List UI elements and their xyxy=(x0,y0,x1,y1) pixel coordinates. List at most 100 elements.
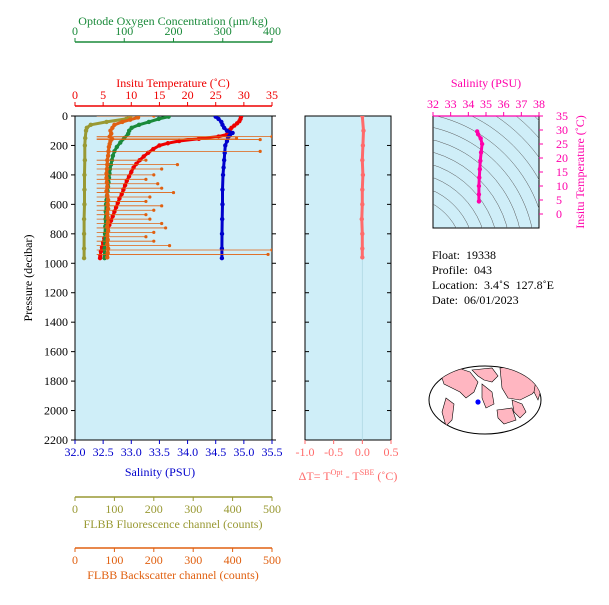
oxy-series-point xyxy=(110,153,116,158)
bb-spike-point xyxy=(144,199,148,204)
temp-series-point xyxy=(129,169,134,175)
sal-tick-label: 32.5 xyxy=(93,445,114,459)
delta-series-point xyxy=(360,187,365,192)
profile-panel: Pressure (decibar)0200400600800100012001… xyxy=(21,14,283,582)
delta-series-group xyxy=(359,116,366,260)
delta-series-point xyxy=(360,172,366,178)
bb-spike-point xyxy=(258,149,262,153)
bb-series-point xyxy=(105,153,111,158)
sal-tick-label: 35.0 xyxy=(233,445,254,459)
delta-xtick-label: 0.5 xyxy=(384,445,399,459)
bb-spike-point xyxy=(144,235,148,239)
bb-spike-point xyxy=(270,135,272,139)
ts-xaxis-label: Salinity (PSU) xyxy=(451,76,521,90)
fl-tick-label: 0 xyxy=(72,502,78,516)
temp-series-point xyxy=(134,161,139,167)
delta-xtick-label: -0.5 xyxy=(324,445,343,459)
ts-yaxis-label: Insitu Temperature (˚C) xyxy=(573,115,587,229)
map-landmass xyxy=(481,383,495,409)
temp-tick-label: 10 xyxy=(125,88,137,102)
bb-spike-point xyxy=(144,177,148,181)
fl-series-point xyxy=(82,143,88,148)
bb-series-point xyxy=(105,184,110,189)
bb-spike-point xyxy=(152,173,156,177)
oxy-series-point xyxy=(114,144,120,150)
oxy-series-point xyxy=(156,116,161,122)
ts-series-point xyxy=(476,199,482,204)
ts-ytick-label: 0 xyxy=(556,207,562,221)
ts-xtick-label: 37 xyxy=(515,97,527,111)
bb-spike-point xyxy=(160,204,164,208)
map-landmass xyxy=(441,397,455,427)
ts-series-point xyxy=(476,192,482,197)
bb-spike-point xyxy=(152,239,156,243)
oxy-tick-label: 400 xyxy=(263,24,281,38)
map-landmass xyxy=(496,407,517,425)
fl-axis-label: FLBB Fluorescence channel (counts) xyxy=(84,517,263,531)
bb-spike-point xyxy=(164,226,168,230)
fl-series-point xyxy=(83,128,89,133)
ts-ytick-label: 5 xyxy=(556,193,562,207)
ts-series-point xyxy=(474,129,480,134)
temp-series-point xyxy=(157,143,162,148)
fl-tick-label: 500 xyxy=(263,502,281,516)
delta-axis-label: ΔT= TOpt - TSBE (˚C) xyxy=(299,468,398,483)
bb-spike-point xyxy=(175,163,180,167)
sal-tick-label: 34.0 xyxy=(177,445,198,459)
float-location-marker xyxy=(475,399,481,405)
fl-tick-label: 300 xyxy=(184,502,202,516)
pressure-tick-label: 1800 xyxy=(44,374,68,388)
bb-series-point xyxy=(105,202,110,207)
pressure-tick-label: 2000 xyxy=(44,404,68,418)
fl-tick-label: 400 xyxy=(224,502,242,516)
pressure-tick-label: 400 xyxy=(50,168,68,182)
sal-tick-label: 35.5 xyxy=(262,445,283,459)
bb-spike-point xyxy=(266,252,270,257)
ts-diagram-panel: 32 33 34 35 36 37 38 Salinity (PSU) 051015202530… xyxy=(427,76,587,229)
oxy-series-point xyxy=(136,122,142,128)
bb-tick-label: 0 xyxy=(72,553,78,567)
temp-tick-label: 15 xyxy=(153,88,165,102)
ts-xtick-label: 32 xyxy=(427,97,439,111)
bb-tick-label: 300 xyxy=(184,553,202,567)
temp-tick-label: 30 xyxy=(238,88,250,102)
bb-series-point xyxy=(120,119,125,125)
sal-tick-label: 34.5 xyxy=(205,445,226,459)
bb-spike-point xyxy=(167,244,172,248)
bb-series-point xyxy=(105,241,110,247)
sal-series-point xyxy=(219,231,225,237)
bb-series-point xyxy=(135,116,141,120)
pressure-tick-label: 2200 xyxy=(44,433,68,447)
pressure-tick-label: 1000 xyxy=(44,256,68,270)
bb-series-point xyxy=(127,117,133,122)
oxy-tick-label: 100 xyxy=(115,24,133,38)
sal-series-point xyxy=(221,125,227,130)
sal-series-point xyxy=(224,128,230,133)
bb-spike-point xyxy=(148,195,152,199)
pressure-tick-label: 800 xyxy=(50,227,68,241)
world-map xyxy=(428,365,542,435)
temp-tick-label: 5 xyxy=(100,88,106,102)
temp-tick-label: 0 xyxy=(72,88,78,102)
fl-series-point xyxy=(82,157,88,163)
bb-tick-label: 200 xyxy=(145,553,163,567)
bb-spike-point xyxy=(160,221,164,226)
ts-series-point xyxy=(476,183,482,189)
temp-series-point xyxy=(196,136,202,142)
temp-tick-label: 20 xyxy=(182,88,194,102)
ts-ytick-label: 20 xyxy=(556,151,568,165)
bb-tick-label: 400 xyxy=(224,553,242,567)
temp-series-point xyxy=(165,141,171,146)
sal-series-point xyxy=(221,165,226,170)
sal-tick-label: 33.0 xyxy=(121,445,142,459)
oxy-series-point xyxy=(129,125,134,130)
oxy-tick-label: 300 xyxy=(214,24,232,38)
bb-tick-label: 100 xyxy=(105,553,123,567)
map-landmass xyxy=(439,367,479,399)
fl-series-point xyxy=(81,255,87,261)
temp-series-point xyxy=(141,154,146,159)
fl-series-point xyxy=(104,119,109,125)
sal-tick-label: 33.5 xyxy=(149,445,170,459)
map-landmass xyxy=(471,367,499,383)
bb-series-point xyxy=(105,193,110,198)
